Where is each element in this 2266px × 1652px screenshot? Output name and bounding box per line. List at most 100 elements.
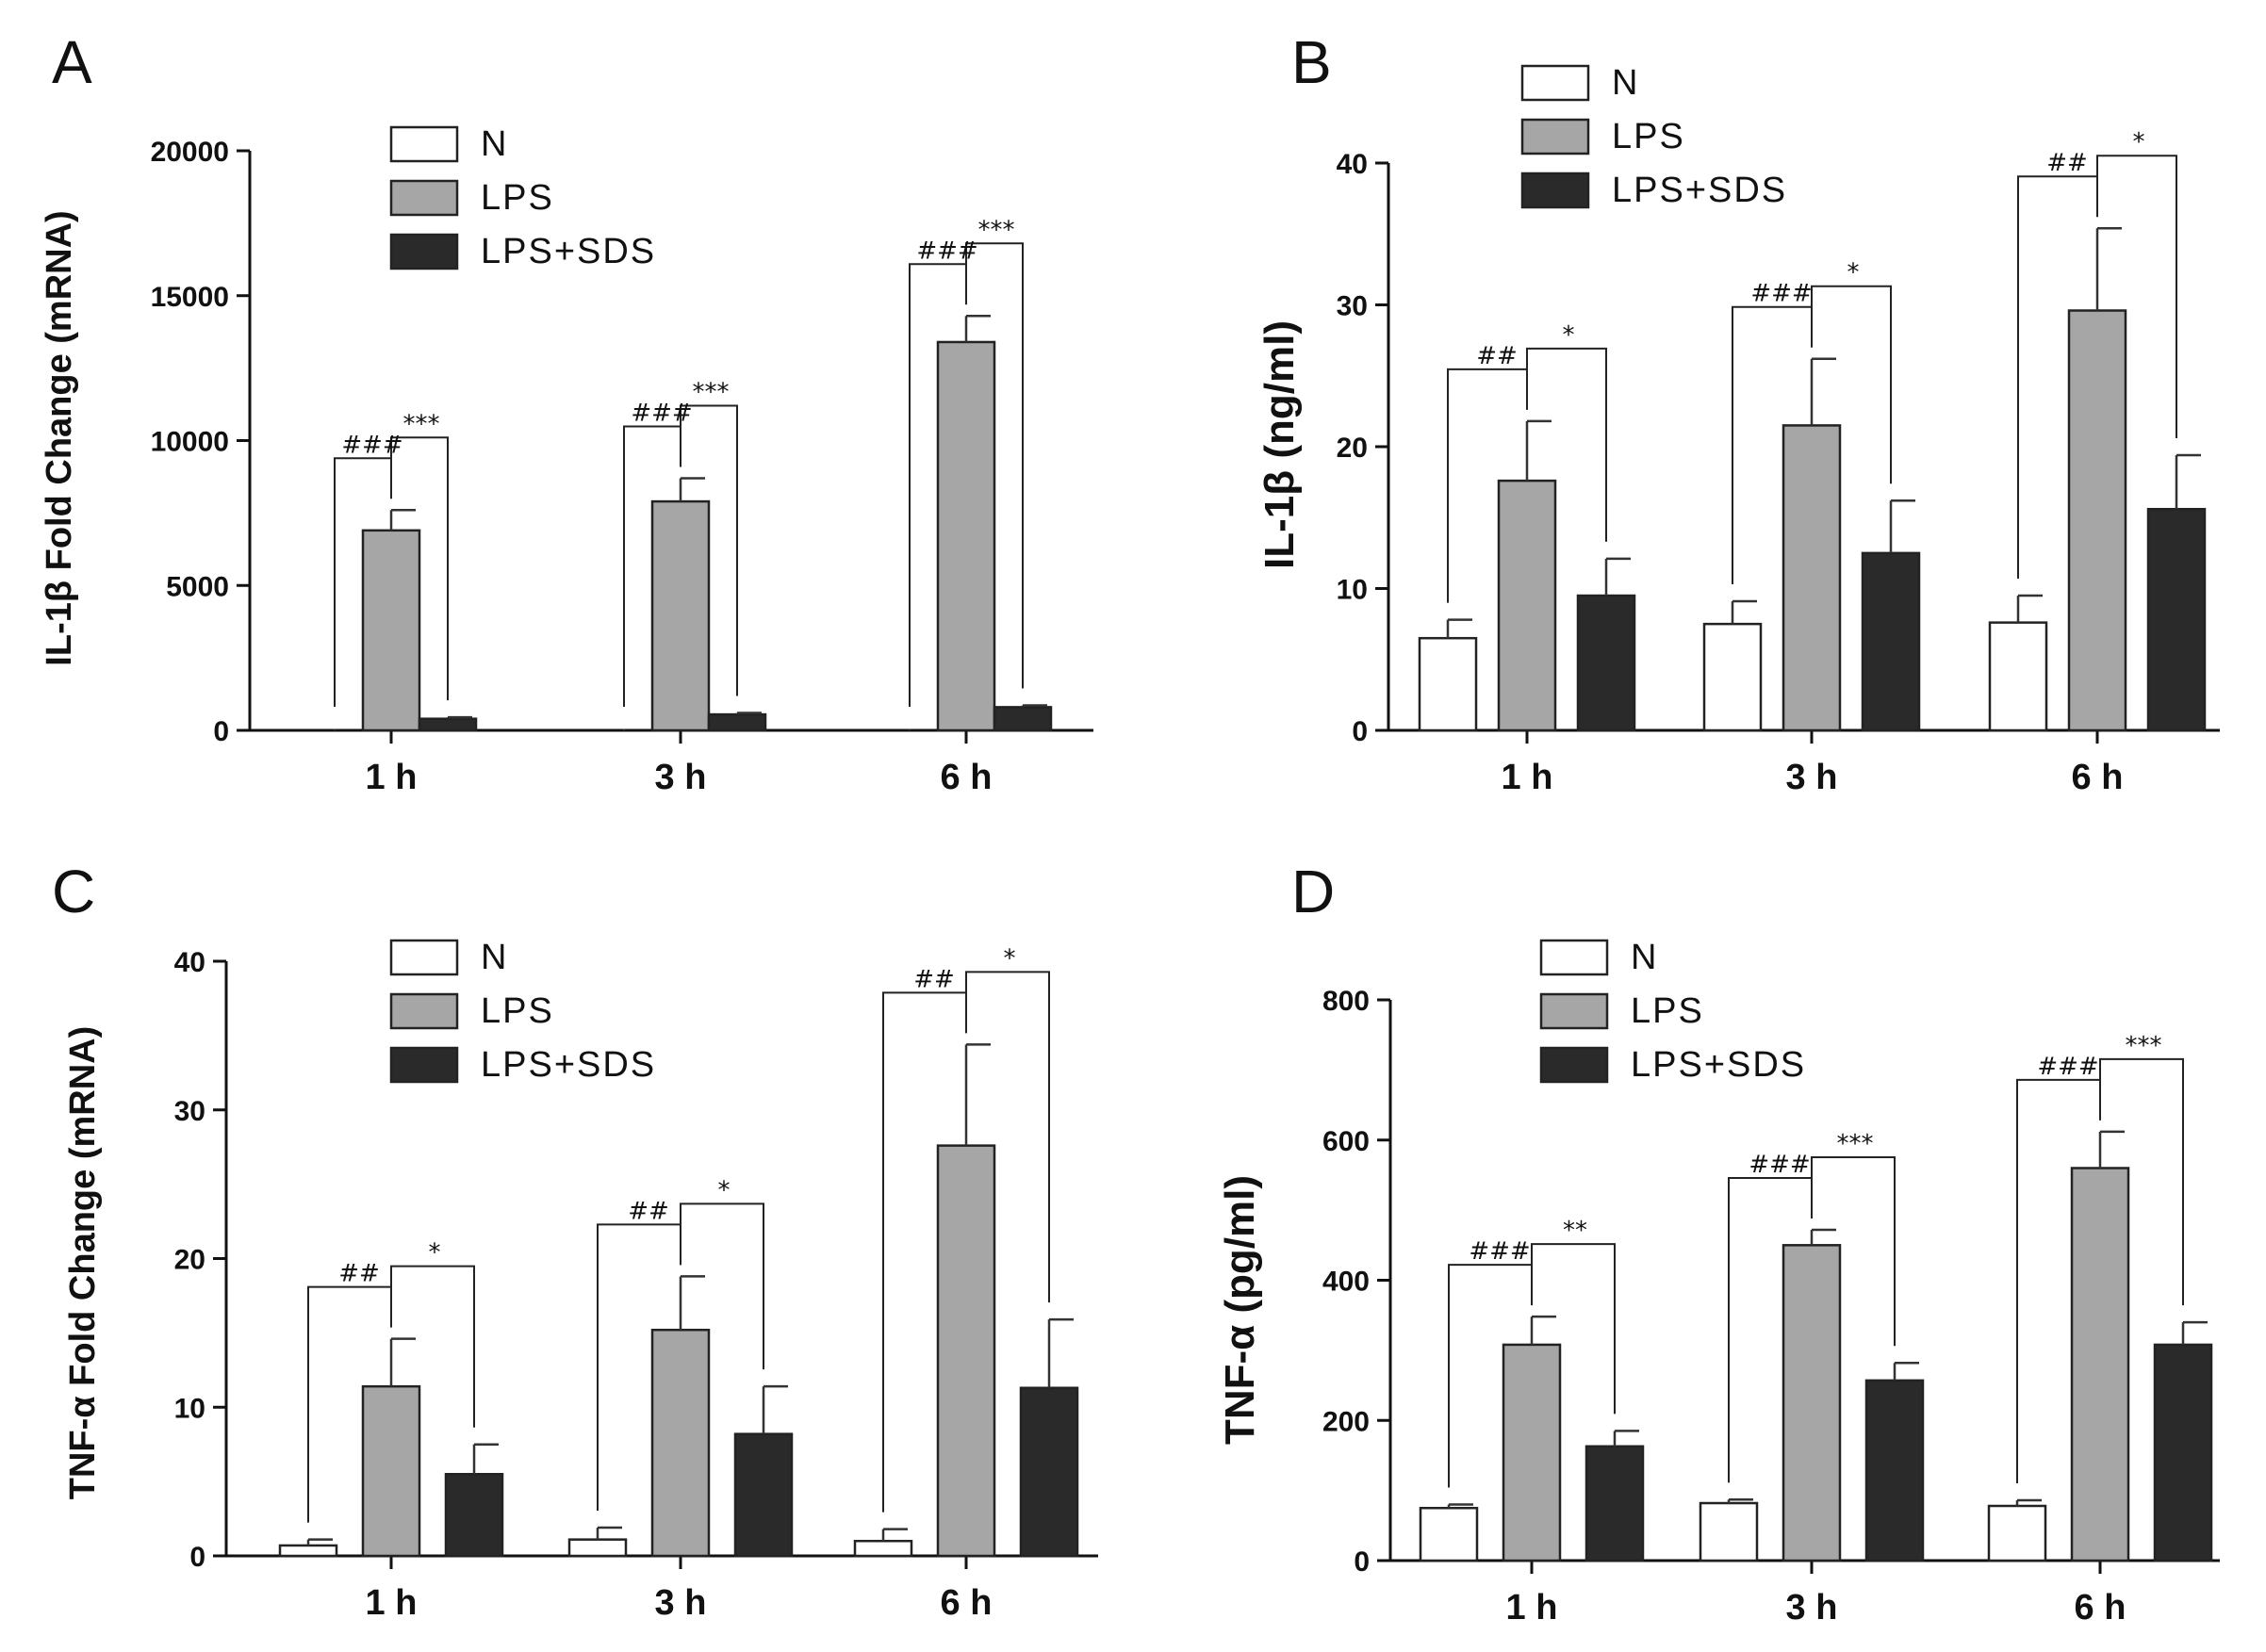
bar-lps-sds (2146, 507, 2207, 732)
bar-n (278, 1544, 338, 1558)
significance-bracket (680, 1202, 764, 1370)
legend-label: N (1631, 938, 1658, 977)
y-tick-label: 0 (1352, 716, 1368, 747)
bar-n (1987, 1504, 2047, 1562)
x-tick-label: 6 h (2072, 758, 2124, 797)
y-tick-label: 600 (1322, 1126, 1370, 1157)
y-tick-label: 40 (174, 947, 205, 978)
y-tick-label: 40 (1337, 149, 1368, 180)
significance-label: ## (628, 1197, 669, 1225)
significance-bracket (390, 1265, 475, 1428)
significance-label: ## (338, 1260, 380, 1288)
bar-n (1419, 1506, 1479, 1562)
bar-n (567, 1538, 628, 1558)
y-tick-label: 15000 (151, 282, 229, 313)
significance-label: * (2133, 128, 2145, 156)
bar-lps (361, 529, 421, 732)
legend-label: LPS+SDS (481, 232, 656, 271)
bar-lps-sds (1861, 551, 1921, 732)
legend-label: N (1612, 63, 1639, 103)
y-tick-label: 20 (1337, 433, 1368, 464)
x-tick-label: 3 h (1786, 758, 1838, 797)
legend-label: LPS+SDS (1612, 171, 1787, 210)
significance-label: ## (1476, 342, 1518, 370)
significance-label: * (1563, 321, 1575, 350)
legend-swatch (389, 939, 459, 976)
bar-n (853, 1539, 913, 1558)
legend-label: N (481, 938, 508, 977)
legend-swatch (1520, 172, 1590, 209)
bar-n (1699, 1501, 1759, 1562)
y-tick-label: 30 (1337, 291, 1368, 322)
y-tick-label: 400 (1322, 1267, 1370, 1298)
x-tick-label: 6 h (941, 1583, 993, 1623)
significance-bracket (2017, 175, 2098, 580)
significance-bracket (597, 1223, 681, 1512)
panel-c: C TNF-α Fold Change (mRNA) 0 10 20 30 40 1 h #… (52, 858, 1098, 1623)
bar-n (1418, 636, 1478, 732)
significance-label: ** (1563, 1217, 1587, 1245)
bar-lps-sds (2153, 1343, 2213, 1562)
y-axis-label: TNF-α (pg/ml) (1217, 1175, 1263, 1445)
bar-lps-sds (733, 1432, 794, 1558)
significance-bracket (334, 457, 392, 707)
significance-bracket (1526, 347, 1607, 542)
y-tick-label: 10000 (151, 427, 229, 458)
y-tick-label: 0 (189, 1542, 205, 1573)
y-tick-label: 20 (174, 1245, 205, 1276)
significance-bracket (1728, 1176, 1813, 1483)
significance-label: ### (1749, 1151, 1810, 1179)
panel-label: C (52, 858, 95, 925)
significance-bracket (1811, 1155, 1896, 1347)
bar-lps-sds (1576, 594, 1636, 732)
significance-label: ### (2037, 1053, 2098, 1081)
bar-lps-sds (444, 1472, 504, 1558)
significance-label: * (429, 1239, 441, 1268)
panel-label: B (1291, 28, 1332, 96)
y-axis-label: IL-1β Fold Change (mRNA) (40, 210, 79, 665)
y-tick-label: 800 (1322, 986, 1370, 1017)
significance-label: ### (1750, 280, 1812, 308)
legend-label: LPS (1612, 117, 1685, 156)
significance-label: *** (978, 216, 1015, 244)
significance-label: *** (403, 410, 440, 438)
bar-lps-sds (993, 706, 1053, 732)
significance-label: * (1004, 944, 1016, 973)
bar-lps (650, 499, 711, 732)
y-axis-label: IL-1β (ng/ml) (1256, 320, 1303, 569)
panel-label: A (52, 28, 92, 96)
significance-bracket (909, 263, 967, 707)
bar-lps (1782, 1244, 1842, 1562)
bar-lps (1497, 479, 1557, 732)
x-tick-label: 1 h (366, 1583, 418, 1623)
x-tick-label: 3 h (655, 758, 707, 797)
panel-label: D (1291, 858, 1335, 925)
significance-bracket (1531, 1243, 1616, 1415)
significance-label: *** (693, 378, 730, 406)
significance-bracket (1448, 1264, 1533, 1488)
bar-lps-sds (418, 717, 478, 732)
y-tick-label: 5000 (166, 571, 229, 602)
significance-bracket (965, 971, 1050, 1303)
y-tick-label: 10 (1337, 575, 1368, 606)
bar-lps (1782, 424, 1842, 732)
legend-label: LPS (481, 991, 554, 1031)
legend-label: LPS (1631, 991, 1704, 1031)
significance-label: ## (913, 965, 955, 993)
panel-a: A IL-1β Fold Change (mRNA) 0 5000 10000 150… (40, 28, 1093, 797)
significance-label: ### (916, 237, 977, 265)
significance-bracket (2099, 1057, 2184, 1306)
x-tick-label: 1 h (1502, 758, 1553, 797)
significance-bracket (623, 425, 681, 707)
bar-lps (650, 1328, 711, 1558)
y-tick-label: 30 (174, 1096, 205, 1127)
bar-lps (1502, 1343, 1562, 1562)
bar-lps (2067, 309, 2127, 732)
legend-swatch (1539, 939, 1609, 976)
significance-bracket (307, 1285, 392, 1523)
bar-n (1988, 621, 2048, 732)
significance-label: *** (1837, 1130, 1874, 1158)
significance-label: ### (631, 399, 692, 427)
bar-lps (2070, 1167, 2130, 1562)
